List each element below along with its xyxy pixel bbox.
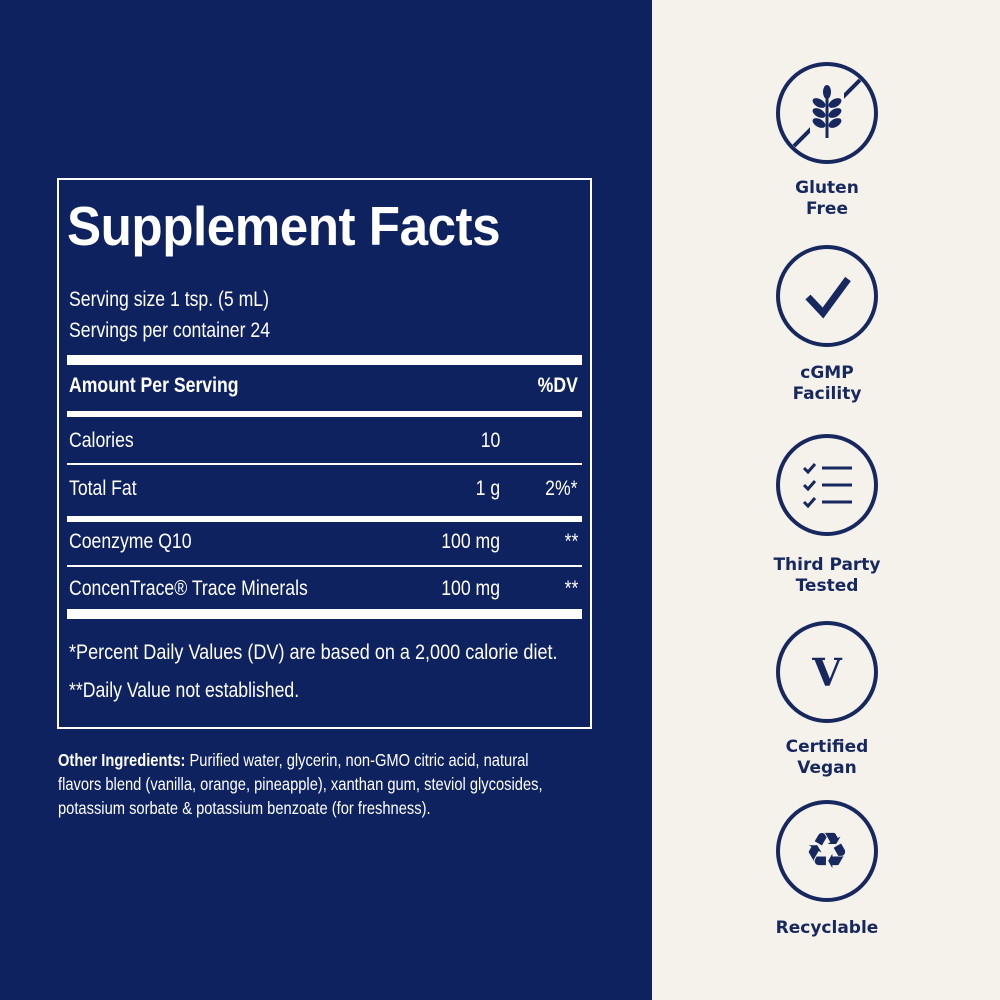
divider-thick — [67, 609, 582, 619]
row-amount: 10 — [480, 429, 500, 452]
supplement-facts-box: Supplement Facts Serving size 1 tsp. (5 … — [57, 178, 592, 729]
row-name: Calories — [69, 429, 134, 452]
header-dv: %DV — [537, 374, 578, 397]
row-dv: ** — [564, 577, 578, 600]
supplement-panel: Supplement Facts Serving size 1 tsp. (5 … — [0, 0, 652, 1000]
divider-thick — [67, 355, 582, 365]
facts-title: Supplement Facts — [67, 195, 501, 257]
badge-label: Third Party Tested — [773, 555, 881, 596]
other-ingredients: Other Ingredients: Purified water, glyce… — [58, 748, 570, 820]
row-name: Total Fat — [69, 477, 137, 500]
row-amount: 100 mg — [441, 577, 500, 600]
divider-medium — [67, 516, 582, 522]
row-dv: ** — [564, 530, 578, 553]
divider-medium — [67, 411, 582, 417]
checkmark-icon — [776, 245, 878, 347]
checklist-icon — [776, 434, 878, 536]
badge-label: Gluten Free — [795, 178, 859, 219]
badge-label: cGMP Facility — [792, 363, 862, 404]
recycle-icon: ♻ — [776, 800, 878, 902]
gluten-free-icon — [776, 62, 878, 164]
header-amount: Amount Per Serving — [69, 374, 239, 397]
ingredients-text: Purified water, glycerin, non-GMO citric… — [58, 750, 543, 818]
row-name: ConcenTrace® Trace Minerals — [69, 577, 308, 600]
serving-size: Serving size 1 tsp. (5 mL) — [69, 288, 269, 311]
vegan-v-icon: V — [776, 621, 878, 723]
row-name: Coenzyme Q10 — [69, 530, 192, 553]
badge-label: Certified Vegan — [785, 737, 869, 778]
row-dv: 2%* — [545, 477, 578, 500]
footnote-not-established: **Daily Value not established. — [69, 679, 300, 702]
divider-thin — [67, 463, 582, 465]
badge-label: Recyclable — [775, 918, 879, 938]
row-amount: 1 g — [475, 477, 500, 500]
row-amount: 100 mg — [441, 530, 500, 553]
divider-thin — [67, 565, 582, 567]
footnote-dv: *Percent Daily Values (DV) are based on … — [69, 641, 558, 664]
servings-per-container: Servings per container 24 — [69, 319, 271, 342]
ingredients-label: Other Ingredients: — [58, 750, 186, 770]
